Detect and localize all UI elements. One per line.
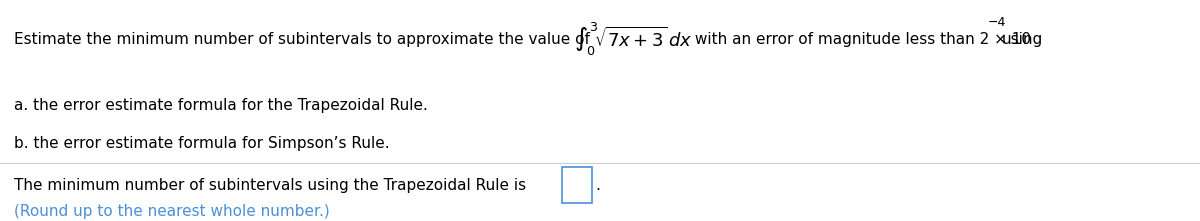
Text: b. the error estimate formula for Simpson’s Rule.: b. the error estimate formula for Simpso…	[14, 136, 390, 151]
Text: with an error of magnitude less than 2 × 10: with an error of magnitude less than 2 ×…	[690, 32, 1031, 47]
Text: a. the error estimate formula for the Trapezoidal Rule.: a. the error estimate formula for the Tr…	[14, 98, 428, 113]
Text: .: .	[595, 177, 600, 192]
Text: The minimum number of subintervals using the Trapezoidal Rule is: The minimum number of subintervals using…	[14, 177, 532, 192]
Text: (Round up to the nearest whole number.): (Round up to the nearest whole number.)	[14, 204, 330, 219]
Text: −4: −4	[988, 15, 1006, 29]
Text: Estimate the minimum number of subintervals to approximate the value of: Estimate the minimum number of subinterv…	[14, 32, 590, 47]
FancyBboxPatch shape	[562, 168, 592, 203]
Text: $\int_{0}^{3}\!\sqrt{7x+3}\,dx$: $\int_{0}^{3}\!\sqrt{7x+3}\,dx$	[574, 21, 692, 58]
Text: using: using	[1002, 32, 1043, 47]
